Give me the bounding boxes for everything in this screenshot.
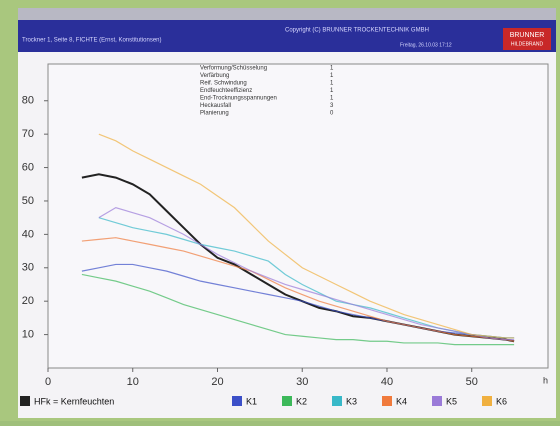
- y-tick-label: 40: [22, 228, 34, 240]
- note: Verfärbung: [200, 73, 229, 79]
- note-value: 1: [330, 73, 334, 79]
- note: Endfeuchteeffizienz: [200, 88, 252, 94]
- x-tick-label: 30: [296, 376, 308, 388]
- note-value: 0: [330, 111, 334, 117]
- x-axis-label: h: [543, 375, 548, 385]
- legend-swatch: [282, 396, 292, 406]
- series-line: [81, 263, 515, 339]
- note-value: 1: [330, 66, 334, 72]
- legend-swatch: [20, 396, 30, 406]
- legend-label: K6: [496, 396, 507, 406]
- legend-label: K4: [396, 396, 407, 406]
- legend-swatch: [332, 396, 342, 406]
- series-line: [98, 206, 515, 341]
- series-line: [81, 273, 515, 346]
- note-value: 1: [330, 88, 334, 94]
- y-tick-label: 30: [22, 262, 34, 274]
- y-tick-label: 60: [22, 161, 34, 173]
- logo-sub: HILDEBRAND: [511, 41, 544, 47]
- legend-label: HFk = Kernfeuchten: [34, 396, 114, 406]
- note-value: 1: [330, 81, 334, 87]
- logo: BRUNNER: [510, 32, 545, 39]
- x-tick-label: 0: [45, 376, 51, 388]
- legend-swatch: [232, 396, 242, 406]
- window-title: Trockner 1, Seite 8, FICHTE (Ernst, Kons…: [22, 38, 162, 44]
- legend-label: K1: [246, 396, 257, 406]
- x-tick-label: 50: [466, 376, 478, 388]
- y-tick-label: 20: [22, 295, 34, 307]
- note-value: 1: [330, 96, 334, 102]
- header-bar: [18, 20, 556, 52]
- legend-label: K3: [346, 396, 357, 406]
- note: End-Trocknungsspannungen: [200, 96, 277, 102]
- note: Verformung/Schüsselung: [200, 66, 267, 72]
- tab-strip: [18, 8, 556, 20]
- legend-label: K2: [296, 396, 307, 406]
- series-line: [81, 237, 515, 342]
- note: Planierung: [200, 111, 229, 117]
- plot-area: [47, 63, 549, 369]
- copyright: Copyright (C) BRUNNER TROCKENTECHNIK GMB…: [285, 28, 429, 34]
- legend-label: K5: [446, 396, 457, 406]
- y-tick-label: 50: [22, 195, 34, 207]
- series-line: [98, 133, 515, 339]
- x-tick-label: 10: [127, 376, 139, 388]
- x-tick-label: 20: [211, 376, 223, 388]
- legend-swatch: [482, 396, 492, 406]
- x-tick-label: 40: [381, 376, 393, 388]
- logo-box: [503, 28, 551, 50]
- legend-swatch: [432, 396, 442, 406]
- note: Heckausfall: [200, 103, 231, 109]
- note: Reif. Schwindung: [200, 81, 247, 87]
- date: Freitag, 26.10.03 17:12: [400, 42, 452, 48]
- y-tick-label: 10: [22, 328, 34, 340]
- y-tick-label: 70: [22, 128, 34, 140]
- y-tick-label: 80: [22, 95, 34, 107]
- note-value: 3: [330, 103, 334, 109]
- legend-swatch: [382, 396, 392, 406]
